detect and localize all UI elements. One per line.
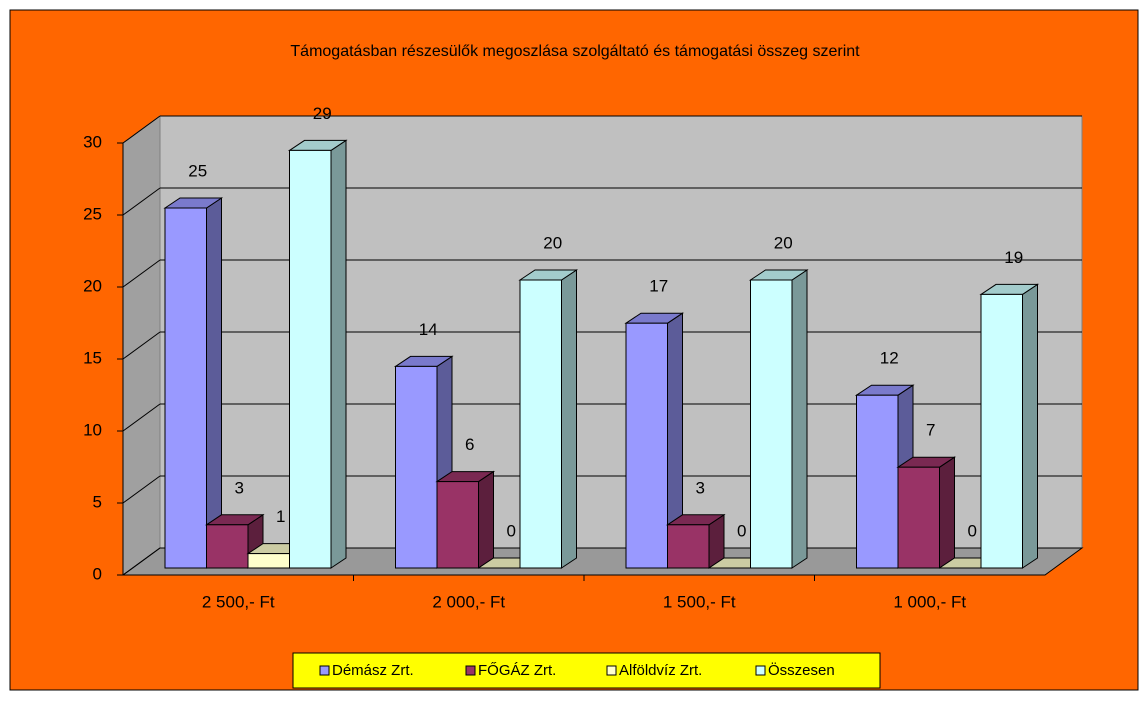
bar [625, 322, 668, 569]
legend-label: FŐGÁZ Zrt. [478, 662, 556, 679]
x-tick-label: 2 000,- Ft [432, 592, 505, 611]
grid-line [122, 115, 161, 144]
x-tick-label: 1 000,- Ft [893, 592, 966, 611]
data-label: 0 [737, 521, 746, 540]
data-label: 20 [774, 233, 793, 252]
grid-line [122, 547, 161, 576]
bar [856, 394, 899, 569]
data-label: 6 [465, 435, 474, 454]
grid-line [122, 259, 161, 288]
legend-swatch [755, 665, 766, 676]
bar-side [206, 197, 222, 569]
legend-label: Összesen [768, 661, 835, 679]
grid-line [122, 403, 161, 432]
grid-line [122, 331, 161, 360]
legend-label: Démász Zrt. [332, 662, 414, 679]
y-tick-label: 25 [83, 204, 102, 223]
bar [247, 553, 290, 569]
data-label: 3 [696, 478, 705, 497]
legend [292, 652, 881, 689]
grid-line [122, 187, 161, 216]
bar [206, 524, 249, 569]
grid-line [122, 475, 161, 504]
bar-side [478, 470, 494, 569]
data-label: 0 [507, 521, 516, 540]
y-tick-label: 5 [93, 492, 102, 511]
bar-side [791, 269, 808, 569]
bar-side [939, 456, 955, 569]
y-tick-label: 0 [93, 564, 102, 583]
legend-swatch [319, 665, 330, 676]
bar [395, 365, 438, 569]
legend-swatch [465, 665, 476, 676]
bar [897, 466, 940, 569]
y-tick-label: 20 [83, 276, 102, 295]
bar [750, 279, 793, 569]
bar-side [561, 269, 577, 569]
data-label: 14 [419, 320, 438, 339]
bar [436, 481, 479, 569]
data-label: 3 [235, 478, 244, 497]
bar-side [330, 139, 347, 569]
y-tick-label: 15 [83, 348, 102, 367]
data-label: 12 [880, 349, 899, 368]
bar [164, 207, 207, 569]
data-label: 1 [276, 507, 285, 526]
bar [980, 293, 1023, 569]
data-label: 0 [968, 521, 977, 540]
x-tick-label: 1 500,- Ft [663, 592, 736, 611]
chart-title: Támogatásban részesülők megoszlása szolg… [290, 43, 860, 60]
data-label: 29 [313, 104, 332, 123]
y-tick-label: 30 [83, 132, 102, 151]
data-label: 19 [1004, 248, 1023, 267]
bar [667, 524, 710, 569]
bar-side [1022, 283, 1038, 569]
bar [519, 279, 562, 569]
data-label: 20 [543, 233, 562, 252]
x-tick-label: 2 500,- Ft [202, 592, 275, 611]
data-label: 25 [188, 161, 207, 180]
y-tick-label: 10 [83, 420, 102, 439]
bar [289, 149, 332, 569]
legend-label: Alföldvíz Zrt. [619, 662, 702, 679]
data-label: 17 [649, 277, 668, 296]
legend-swatch [606, 665, 617, 676]
data-label: 7 [926, 421, 935, 440]
